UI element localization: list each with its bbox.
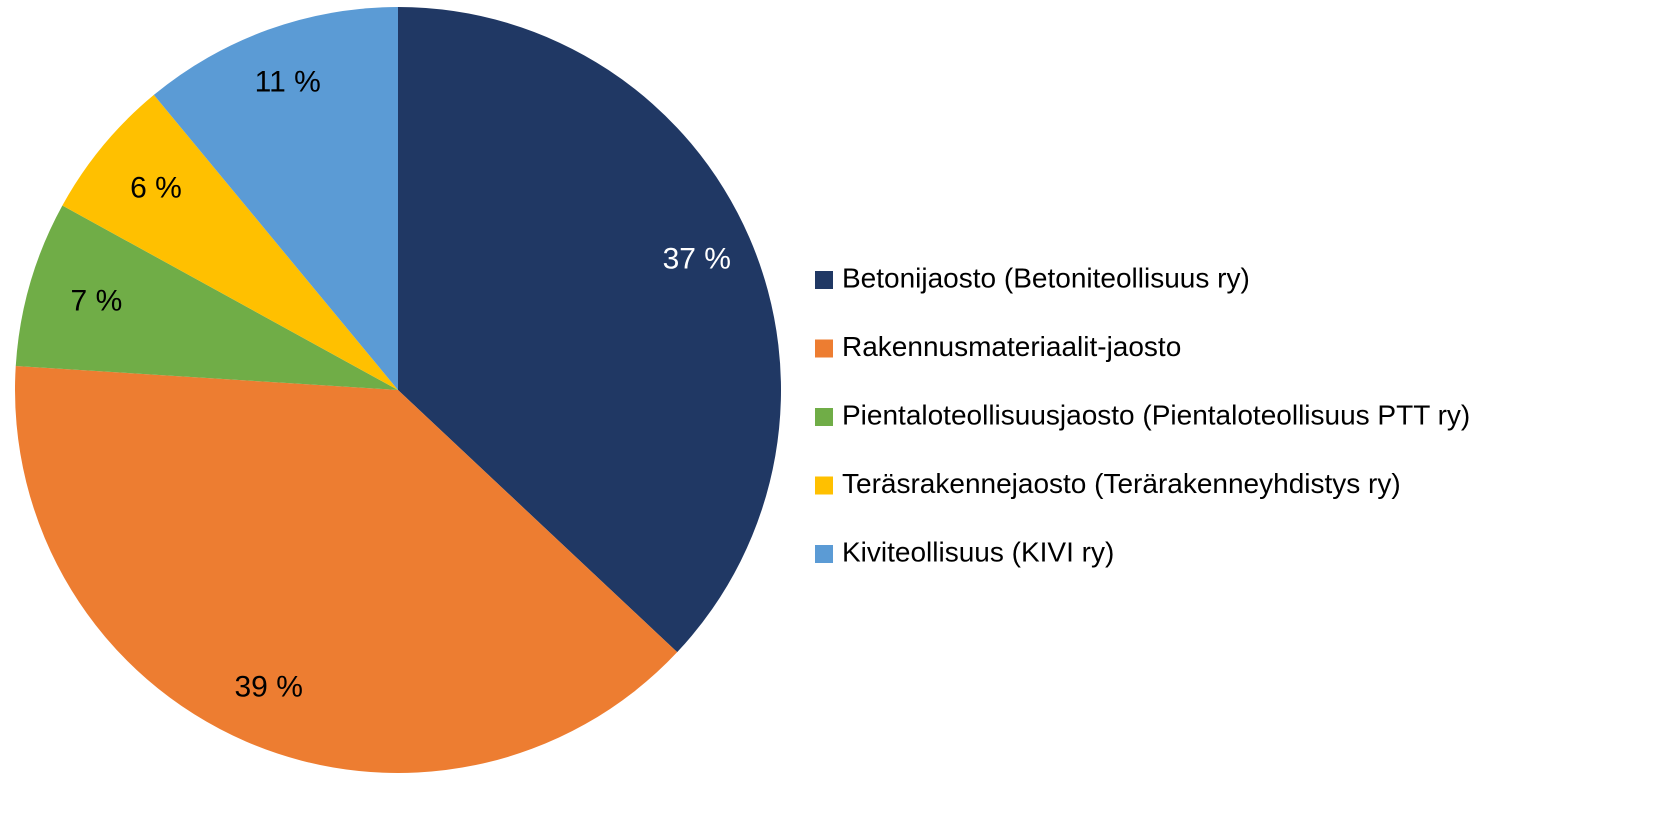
pie-slice [62,94,398,390]
legend-label: Kiviteollisuus (KIVI ry) [842,536,1114,567]
legend-swatch [815,545,833,563]
pie-slice [15,205,398,390]
legend-label: Betonijaosto (Betoniteollisuus ry) [842,262,1250,293]
pie-slice [153,6,398,390]
pie-slice [15,365,678,773]
data-label: 39 % [235,671,303,704]
legend-swatch [815,408,833,426]
pie-slice [398,7,782,653]
legend-label: Teräsrakennejaosto (Terärakenneyhdistys … [842,468,1401,499]
legend-swatch [815,476,833,495]
legend-swatch [815,339,833,358]
data-label: 37 % [663,243,731,276]
legend-swatch [815,271,833,289]
data-label: 6 % [130,172,182,205]
legend-label: Rakennusmateriaalit-jaosto [842,331,1181,362]
legend-label: Pientaloteollisuusjaosto (Pientaloteolli… [842,399,1470,430]
data-label: 11 % [255,66,321,99]
data-label: 7 % [71,284,123,317]
